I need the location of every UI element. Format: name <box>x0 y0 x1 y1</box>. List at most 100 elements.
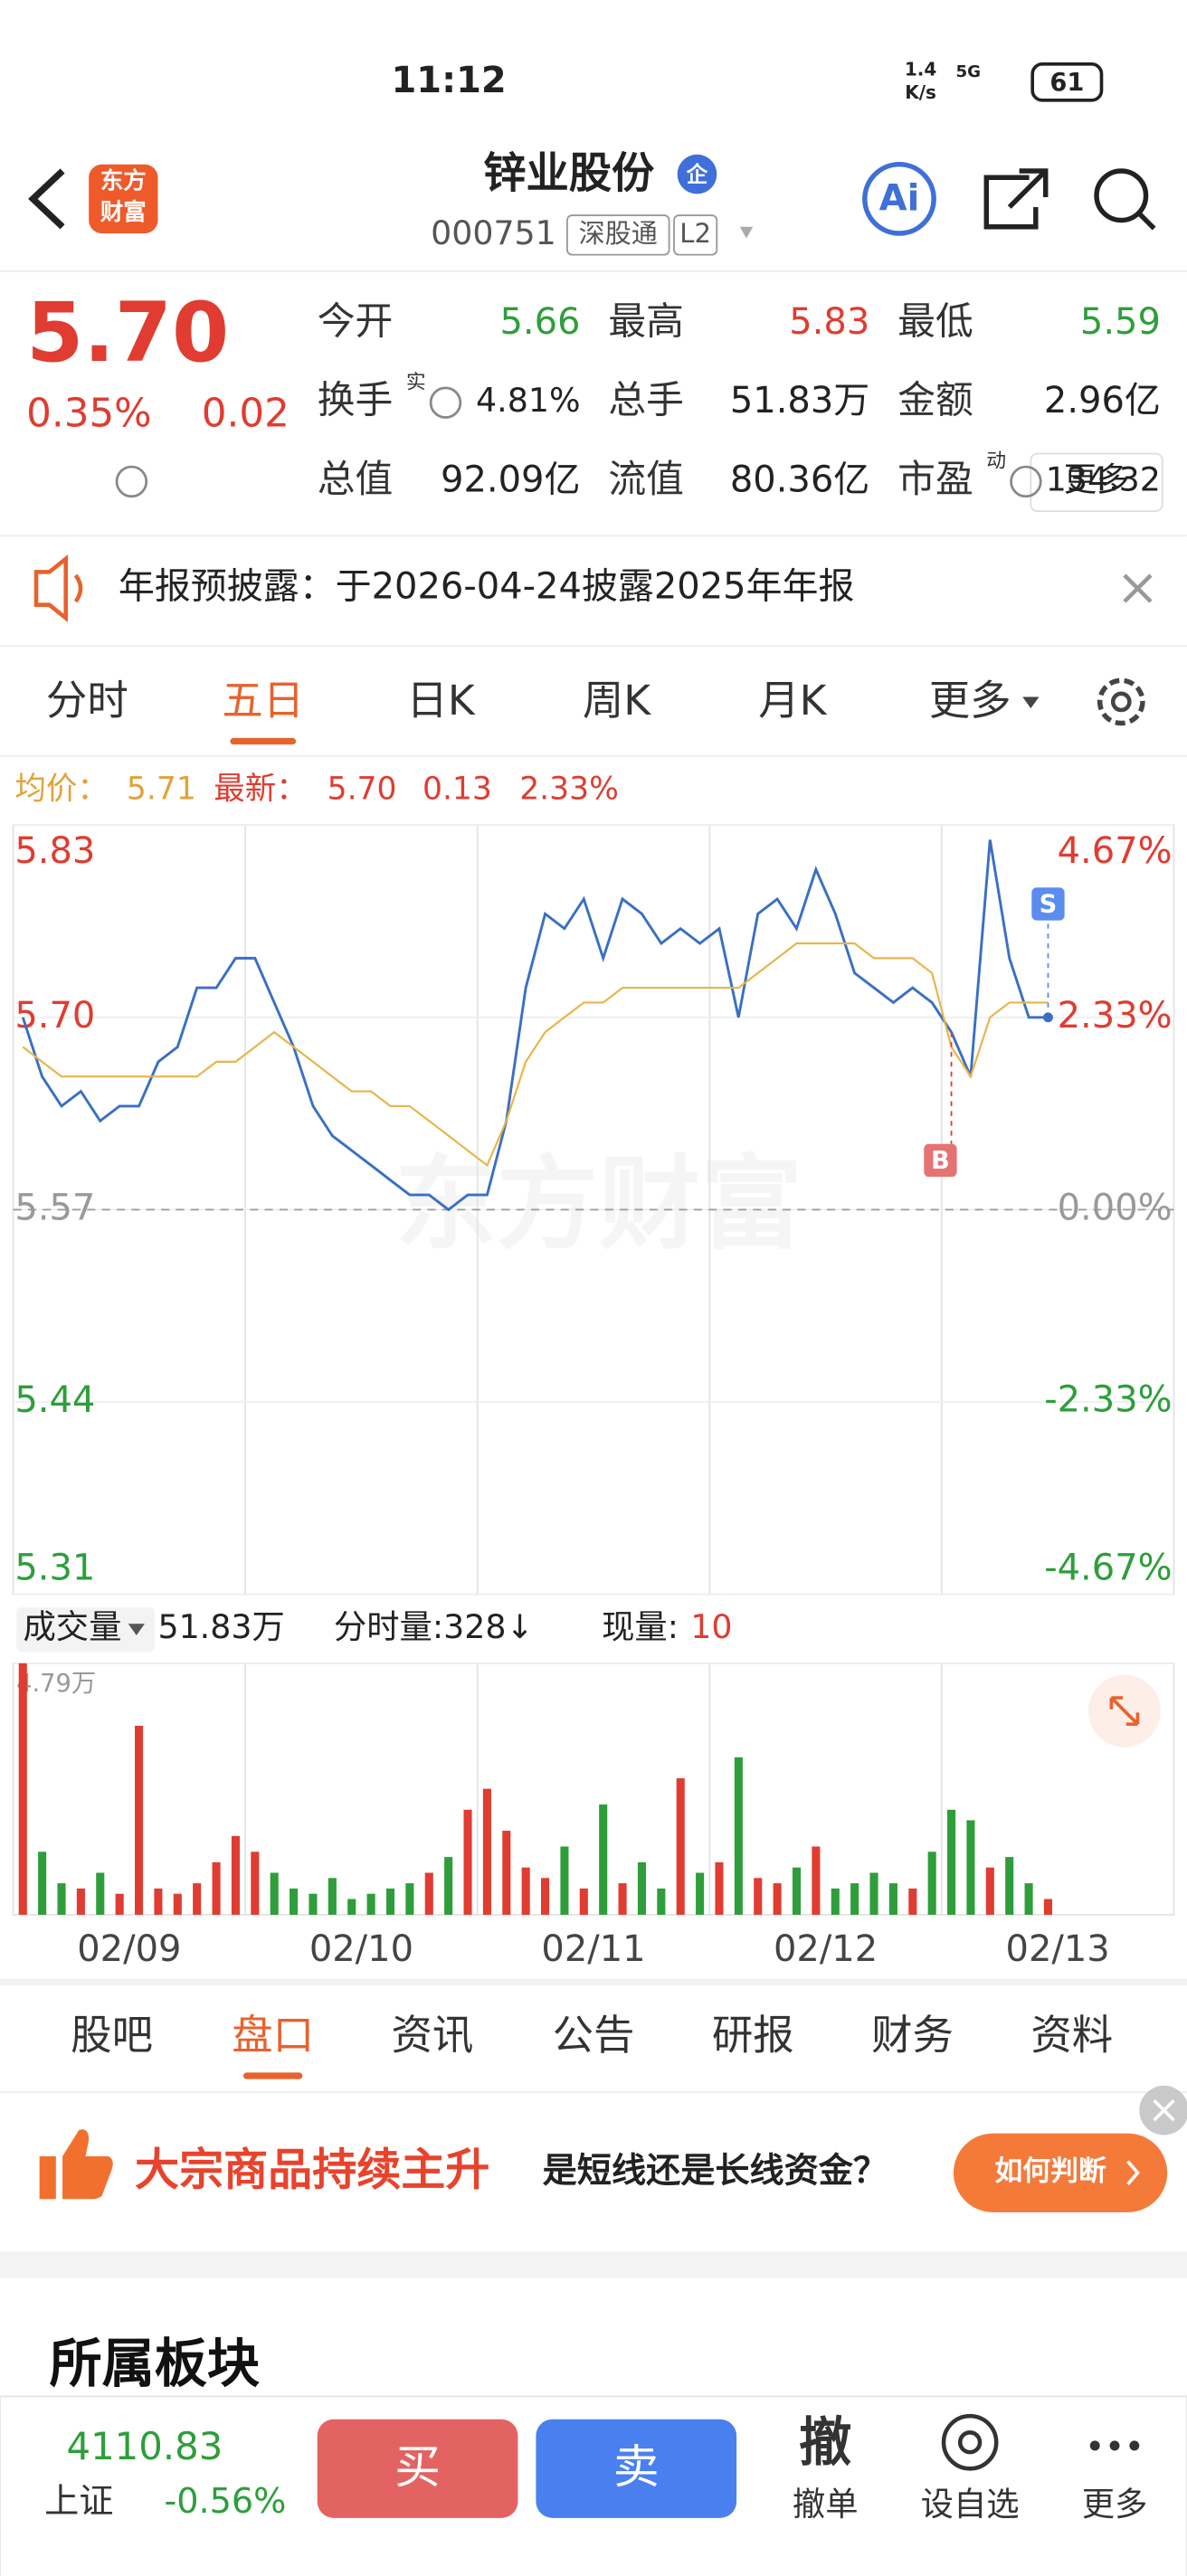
dropdown-arrow[interactable] <box>1022 696 1040 709</box>
chart-tab[interactable]: 周K <box>583 677 651 724</box>
volume-bar <box>270 1872 279 1915</box>
badge-text: 企 <box>686 162 708 187</box>
more-label[interactable]: 更多 <box>1082 2485 1148 2524</box>
tab-indicator <box>242 2072 303 2079</box>
y-tick-label: 4.79万 <box>16 1670 96 1698</box>
close-notice[interactable] <box>1123 573 1153 603</box>
more-button[interactable] <box>1030 452 1163 513</box>
price-line <box>21 839 1049 1212</box>
y2-tick-label: 4.67% <box>1058 830 1173 872</box>
more-label[interactable]: 更多 <box>1064 459 1130 498</box>
volume-bar <box>696 1872 705 1915</box>
info-icon <box>115 465 148 498</box>
volume-bar <box>328 1878 337 1915</box>
expand-icon <box>1109 1696 1140 1726</box>
more-dot[interactable] <box>1089 2440 1100 2451</box>
chevron <box>1126 2160 1140 2186</box>
volume-bar <box>521 1867 530 1915</box>
logo-text: 东方 <box>100 167 147 194</box>
volume-bar <box>773 1883 782 1915</box>
field-value: 134.32 <box>1046 459 1161 498</box>
buy-marker <box>924 1143 957 1178</box>
info-tab[interactable]: 研报 <box>712 2012 794 2060</box>
chart-tab[interactable]: 五日 <box>222 677 304 724</box>
y-tick-label: 5.70 <box>14 995 95 1037</box>
share-button[interactable] <box>983 168 1049 230</box>
volume-bar <box>309 1893 318 1915</box>
settings-button[interactable] <box>1097 677 1145 726</box>
volume-bar <box>251 1852 260 1915</box>
last-change: 0.13 <box>423 772 492 808</box>
volume-bar <box>18 1662 27 1915</box>
volume-bar <box>560 1846 569 1915</box>
volume-bar <box>385 1888 395 1915</box>
ad-headline: 大宗商品持续主升 <box>135 2144 489 2196</box>
buy-label[interactable]: 买 <box>394 2440 441 2494</box>
volume-bar <box>618 1883 627 1915</box>
back-button[interactable] <box>28 168 65 230</box>
field-label: 金额 <box>897 378 973 422</box>
volume-bar <box>754 1878 763 1915</box>
chart-tab[interactable]: 日K <box>406 677 475 724</box>
ad-button[interactable] <box>953 2133 1168 2212</box>
ai-button[interactable] <box>862 161 936 236</box>
field-label: 今开 <box>318 298 394 343</box>
volume-bar <box>1024 1883 1033 1915</box>
battery <box>1030 62 1104 102</box>
chart-tab[interactable]: 更多 <box>929 677 1011 724</box>
more-dot <box>1129 2440 1140 2451</box>
volume-total: 51.83万 <box>157 1607 284 1646</box>
info-tab[interactable]: 资料 <box>1030 2012 1113 2060</box>
field-sup: 实 <box>406 371 426 393</box>
cancel-label[interactable]: 撤单 <box>793 2485 859 2524</box>
tag-text: L2 <box>679 218 711 249</box>
volume-bar <box>212 1861 221 1915</box>
avg-value: 5.71 <box>127 772 196 808</box>
volume-bar <box>637 1861 646 1915</box>
watch-label[interactable]: 设自选 <box>921 2485 1020 2524</box>
last-change-pct: 2.33% <box>519 772 619 808</box>
volume-bar <box>366 1893 375 1915</box>
volume-bar <box>927 1852 936 1915</box>
volume-bar <box>444 1857 453 1915</box>
info-tab[interactable]: 盘口 <box>232 2012 314 2060</box>
net-speed: 1.4 <box>905 59 936 80</box>
search-button[interactable] <box>1094 168 1149 223</box>
field-value: 5.59 <box>1080 301 1161 343</box>
chart-tab[interactable]: 月K <box>758 677 827 724</box>
info-tab[interactable]: 资讯 <box>392 2012 474 2060</box>
cancel-icon[interactable]: 撤 <box>799 2411 851 2473</box>
info-tab[interactable]: 公告 <box>553 2012 635 2060</box>
ad-button-text[interactable]: 如何判断 <box>994 2155 1106 2188</box>
watch-icon[interactable] <box>941 2413 999 2471</box>
ai-label[interactable]: Ai <box>879 178 920 220</box>
volume-bar <box>888 1883 897 1915</box>
current-volume-label: 现量: <box>602 1607 679 1646</box>
sell-label[interactable]: 卖 <box>613 2440 660 2494</box>
network: 5G <box>956 62 982 81</box>
chart-tab[interactable]: 分时 <box>46 677 128 724</box>
buy-button[interactable] <box>317 2419 518 2518</box>
volume-bar <box>482 1788 491 1915</box>
price: 5.70 <box>26 286 229 381</box>
volume-bar <box>579 1888 588 1915</box>
y-tick-label: 5.57 <box>14 1187 95 1228</box>
sell-button[interactable] <box>536 2419 737 2518</box>
volume-bar <box>908 1888 917 1915</box>
volume-bar <box>831 1888 840 1915</box>
info-icon <box>1010 465 1042 498</box>
field-value: 4.81% <box>476 381 580 420</box>
volume-selector[interactable] <box>16 1607 155 1653</box>
avg-line <box>22 942 1049 1168</box>
volume-bar <box>193 1883 202 1915</box>
info-tab[interactable]: 股吧 <box>71 2012 153 2060</box>
thumb-icon <box>39 2129 113 2200</box>
index-value: 4110.83 <box>67 2424 223 2468</box>
info-tab[interactable]: 财务 <box>871 2012 954 2060</box>
dropdown-arrow[interactable] <box>739 226 754 239</box>
tag <box>566 214 670 256</box>
y-tick-label: 5.31 <box>14 1547 95 1588</box>
volume-bar <box>869 1872 878 1915</box>
field-label: 总手 <box>608 378 684 422</box>
search-handle <box>1137 212 1156 231</box>
